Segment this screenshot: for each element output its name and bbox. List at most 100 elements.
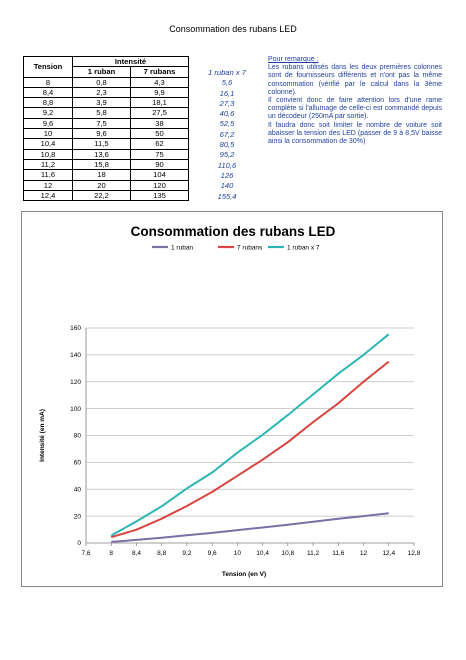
x-tick-label: 8,8 bbox=[157, 550, 166, 557]
remark-paragraph: Les rubans utilisés dans les deux premiè… bbox=[268, 64, 442, 96]
ruban-x7-value: 27,3 bbox=[219, 98, 235, 108]
y-tick-label: 0 bbox=[77, 540, 81, 547]
ruban-x7-value: 95,2 bbox=[219, 150, 235, 160]
table-row: 10,8 13,6 75 bbox=[23, 148, 189, 160]
x-tick-label: 8 bbox=[109, 550, 113, 557]
table-row: 10,4 11,5 62 bbox=[23, 138, 189, 150]
cell-7-rubans: 90 bbox=[130, 158, 189, 171]
chart-container: Consommation des rubans LED 1 ruban 7 rub… bbox=[21, 211, 443, 587]
cell-7-rubans: 4,3 bbox=[130, 76, 189, 88]
y-tick-label: 140 bbox=[70, 352, 81, 359]
cell-tension: 10 bbox=[23, 128, 73, 140]
table-row: 8 0,8 4,3 bbox=[23, 76, 189, 88]
remark-paragraph: Il faudra donc soit limiter le nombre de… bbox=[268, 121, 442, 146]
ruban-x7-value: 16,1 bbox=[219, 88, 235, 98]
table-row: 9,6 7,5 38 bbox=[23, 117, 189, 130]
cell-1-ruban: 0,8 bbox=[72, 76, 131, 88]
cell-tension: 10,8 bbox=[23, 148, 73, 160]
header-tension: Tension bbox=[23, 56, 73, 78]
cell-7-rubans: 120 bbox=[130, 179, 189, 191]
x-axis-label: Tension (en V) bbox=[222, 571, 266, 578]
chart-legend: 1 ruban 7 rubans 1 ruban x 7 bbox=[152, 244, 320, 251]
series-line-2 bbox=[110, 333, 390, 537]
y-tick-label: 160 bbox=[70, 325, 81, 332]
cell-tension: 8,8 bbox=[23, 97, 73, 109]
cell-7-rubans: 18,1 bbox=[130, 97, 189, 109]
remark-heading: Pour remarque : bbox=[268, 56, 319, 63]
cell-tension: 8 bbox=[23, 76, 73, 88]
ruban-x7-column: 1 ruban x 7 5,6 16,1 27,3 40,6 52,5 67,2 80,5 9… bbox=[200, 68, 254, 201]
x-tick-label: 10,4 bbox=[256, 550, 269, 557]
y-axis-label: Intensité (en mA) bbox=[39, 409, 46, 462]
cell-tension: 12,4 bbox=[23, 189, 73, 202]
cell-7-rubans: 27,5 bbox=[130, 107, 189, 119]
x-tick-label: 11,2 bbox=[307, 550, 320, 557]
ruban-x7-value: 67,2 bbox=[219, 129, 235, 139]
cell-tension: 10,4 bbox=[23, 138, 73, 150]
line-chart: Consommation des rubans LED 1 ruban 7 rub… bbox=[39, 224, 421, 578]
header-1-ruban: 1 ruban bbox=[72, 66, 131, 78]
cell-1-ruban: 9,6 bbox=[72, 128, 131, 140]
cell-7-rubans: 135 bbox=[130, 189, 189, 202]
table-row: 8,4 2,3 9,9 bbox=[23, 86, 189, 99]
cell-tension: 9,2 bbox=[23, 107, 73, 119]
ruban-x7-value: 52,5 bbox=[219, 119, 235, 129]
y-tick-label: 60 bbox=[74, 460, 82, 467]
cell-7-rubans: 50 bbox=[130, 128, 189, 140]
cell-1-ruban: 18 bbox=[72, 169, 131, 181]
cell-1-ruban: 13,6 bbox=[72, 148, 131, 160]
cell-7-rubans: 75 bbox=[130, 148, 189, 160]
y-tick-label: 80 bbox=[74, 433, 82, 440]
table-row: 8,8 3,9 18,1 bbox=[23, 97, 189, 109]
series-line-0 bbox=[111, 512, 389, 543]
chart-series bbox=[110, 333, 390, 543]
cell-7-rubans: 104 bbox=[130, 169, 189, 181]
cell-tension: 12 bbox=[23, 179, 73, 191]
x-tick-label: 8,4 bbox=[132, 550, 141, 557]
cell-tension: 8,4 bbox=[23, 86, 73, 99]
x-tick-label: 9,2 bbox=[182, 550, 191, 557]
chart-grid bbox=[86, 327, 414, 517]
chart-axes: 0 20 40 60 80 100 120 140 160 7,6 8 8,4 8,8 9,2 9,6 10 1… bbox=[70, 325, 421, 557]
table-subheader-row: 1 ruban 7 rubans bbox=[24, 66, 189, 78]
cell-7-rubans: 62 bbox=[130, 138, 189, 150]
cell-7-rubans: 38 bbox=[130, 117, 189, 130]
legend-label: 7 rubans bbox=[237, 244, 263, 251]
x-tick-label: 11,6 bbox=[332, 550, 345, 557]
consumption-table: Tension Intensité 1 ruban 7 rubans 8 0,8 4… bbox=[23, 55, 189, 202]
x-tick-label: 12,8 bbox=[408, 550, 421, 557]
y-tick-label: 40 bbox=[74, 486, 82, 493]
legend-label: 1 ruban bbox=[171, 244, 193, 251]
x-tick-label: 10 bbox=[234, 550, 242, 557]
ruban-x7-values: 5,6 16,1 27,3 40,6 52,5 67,2 80,5 95,2 110,6 126 1… bbox=[200, 78, 254, 200]
cell-1-ruban: 7,5 bbox=[72, 117, 131, 130]
x-tick-label: 10,8 bbox=[282, 550, 295, 557]
remark-note: Pour remarque : Les rubans utilisés dans… bbox=[268, 56, 442, 146]
cell-1-ruban: 15,8 bbox=[72, 158, 131, 171]
legend-label: 1 ruban x 7 bbox=[287, 244, 320, 251]
cell-1-ruban: 5,8 bbox=[72, 107, 131, 119]
y-tick-label: 100 bbox=[70, 406, 81, 413]
y-tick-label: 20 bbox=[74, 513, 82, 520]
table-row: 12,4 22,2 135 bbox=[23, 189, 189, 202]
cell-1-ruban: 22,2 bbox=[72, 189, 131, 202]
header-intensite: Intensité bbox=[72, 55, 189, 68]
cell-1-ruban: 11,5 bbox=[72, 138, 131, 150]
page-title: Consommation des rubans LED bbox=[169, 24, 297, 34]
x-tick-label: 12,4 bbox=[382, 550, 395, 557]
cell-1-ruban: 20 bbox=[72, 179, 131, 191]
cell-7-rubans: 9,9 bbox=[130, 86, 189, 99]
ruban-x7-value: 126 bbox=[220, 170, 234, 180]
table-row: 9,2 5,8 27,5 bbox=[23, 107, 189, 119]
table-row: 10 9,6 50 bbox=[23, 128, 189, 140]
cell-1-ruban: 3,9 bbox=[72, 97, 131, 109]
ruban-x7-value: 155,4 bbox=[217, 191, 237, 201]
table-header-row: Tension Intensité bbox=[23, 55, 189, 78]
table-row: 11,6 18 104 bbox=[23, 169, 189, 181]
table-row: 12 20 120 bbox=[23, 179, 189, 191]
cell-1-ruban: 2,3 bbox=[72, 86, 131, 99]
series-line-1 bbox=[110, 360, 390, 539]
table-row: 11,2 15,8 90 bbox=[23, 158, 189, 171]
ruban-x7-value: 110,6 bbox=[217, 160, 237, 170]
cell-tension: 11,6 bbox=[23, 169, 73, 181]
